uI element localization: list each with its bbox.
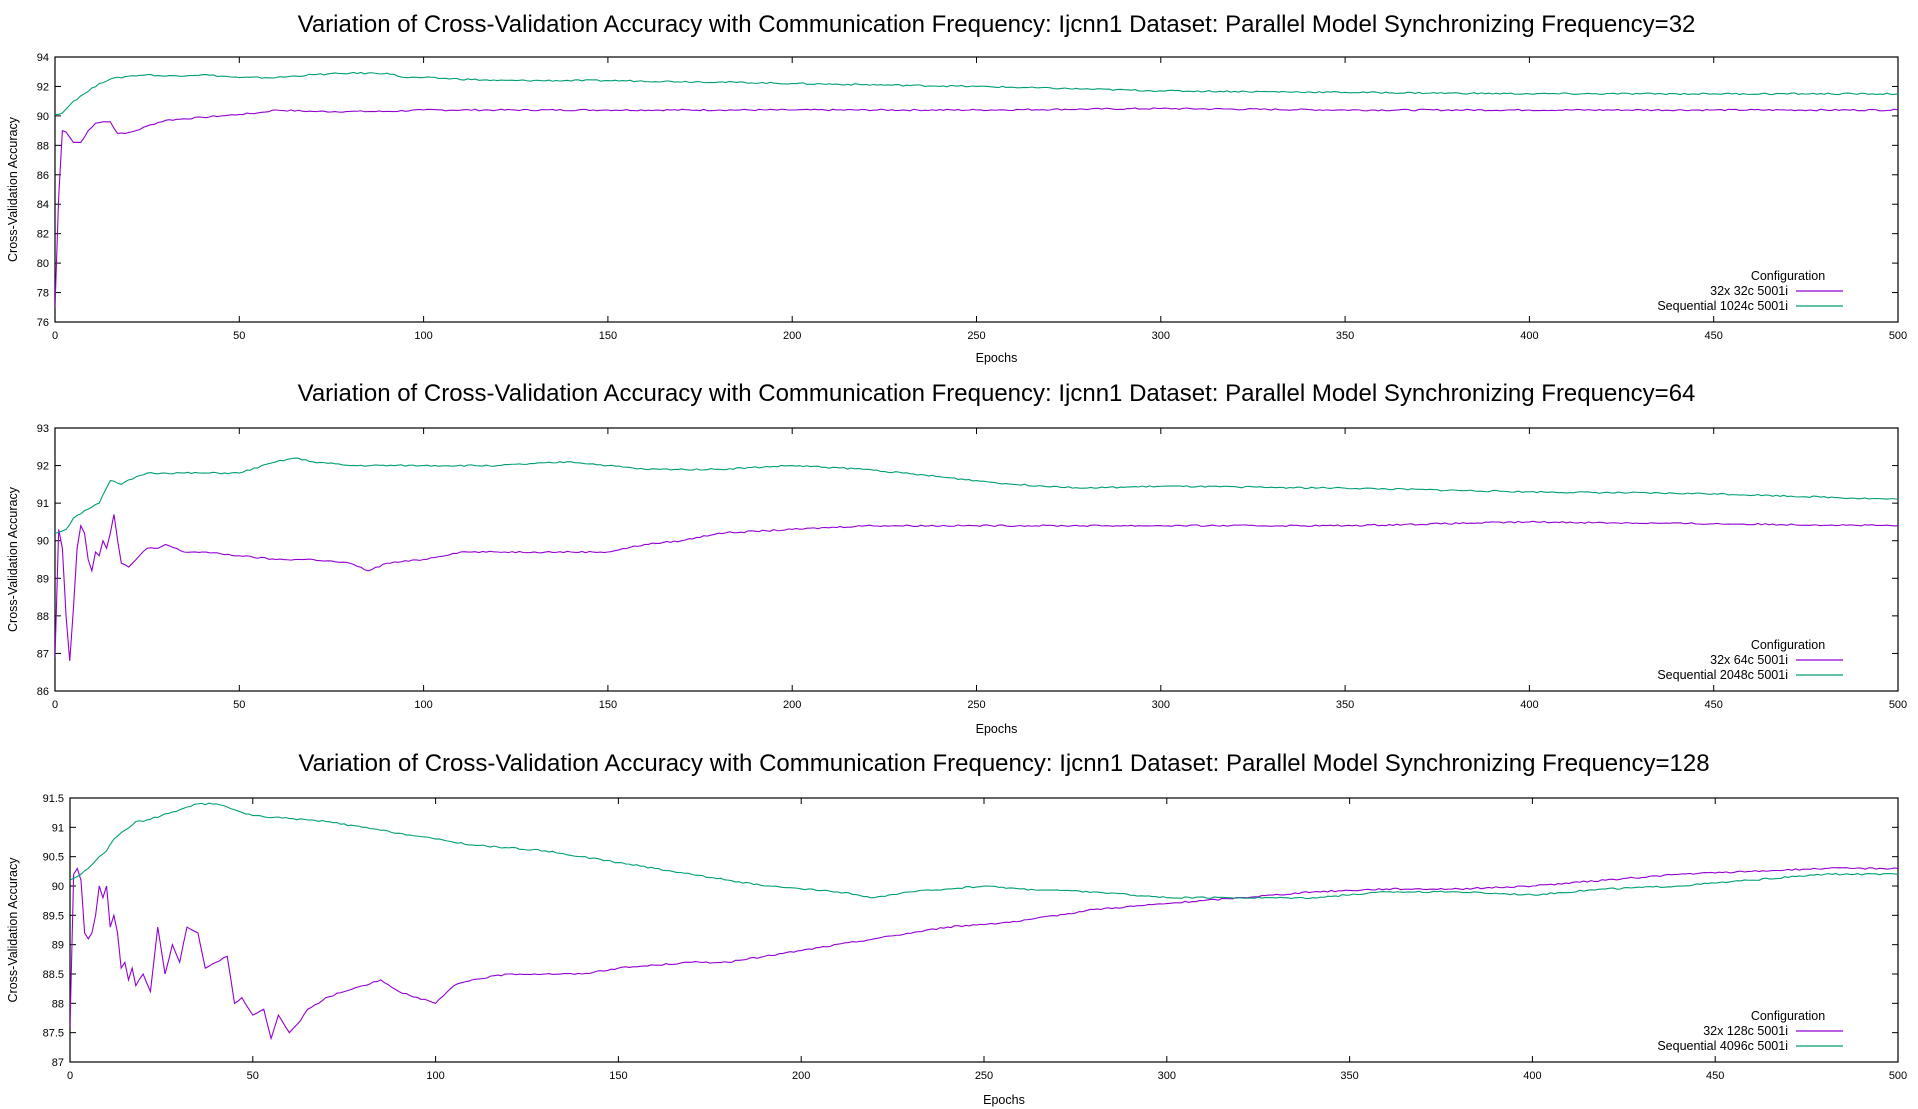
y-tick-label: 87 [52, 1057, 64, 1069]
x-tick-label: 500 [1889, 699, 1907, 711]
y-tick-label: 90.5 [43, 852, 64, 864]
series-line-2 [55, 457, 1898, 534]
y-tick-label: 86 [37, 686, 49, 698]
y-tick-label: 86 [37, 170, 49, 182]
chart-title: Variation of Cross-Validation Accuracy w… [298, 11, 1696, 38]
y-tick-label: 89 [37, 573, 49, 585]
legend-title: Configuration [1751, 638, 1825, 652]
y-tick-label: 84 [37, 199, 49, 211]
series-line-1 [55, 514, 1898, 661]
x-tick-label: 300 [1158, 1070, 1176, 1082]
x-tick-label: 50 [233, 699, 245, 711]
y-tick-label: 88 [52, 998, 64, 1010]
plot-frame [54, 56, 1899, 323]
legend-title: Configuration [1751, 1009, 1825, 1023]
x-tick-label: 100 [426, 1070, 444, 1082]
y-tick-label: 90 [37, 111, 49, 123]
x-tick-label: 50 [247, 1070, 259, 1082]
y-tick-label: 89 [52, 940, 64, 952]
y-tick-label: 88 [37, 611, 49, 623]
x-tick-label: 200 [783, 699, 801, 711]
y-axis-label: Cross-Validation Accuracy [6, 857, 20, 1003]
chart-title: Variation of Cross-Validation Accuracy w… [298, 750, 1709, 777]
y-tick-label: 91.5 [43, 793, 64, 805]
x-tick-label: 100 [414, 699, 432, 711]
x-tick-label: 0 [52, 699, 58, 711]
y-axis-label: Cross-Validation Accuracy [6, 116, 20, 262]
y-tick-label: 87.5 [43, 1028, 64, 1040]
legend-entry-label: 32x 128c 5001i [1703, 1024, 1788, 1038]
x-tick-label: 450 [1706, 1070, 1724, 1082]
legend-entry-label: 32x 32c 5001i [1710, 284, 1788, 298]
series-line-2 [70, 802, 1898, 900]
x-tick-label: 150 [599, 330, 617, 342]
legend-entry-label: Sequential 1024c 5001i [1657, 299, 1788, 313]
chart-panel-3: Variation of Cross-Validation Accuracy w… [6, 750, 1907, 1107]
y-tick-label: 94 [37, 52, 49, 64]
plot-frame [54, 427, 1899, 692]
x-tick-label: 0 [67, 1070, 73, 1082]
y-tick-label: 76 [37, 317, 49, 329]
x-axis-label: Epochs [976, 722, 1018, 736]
x-tick-label: 150 [609, 1070, 627, 1082]
chart-panel-2: Variation of Cross-Validation Accuracy w… [6, 380, 1907, 736]
x-tick-label: 500 [1889, 330, 1907, 342]
x-tick-label: 250 [967, 699, 985, 711]
x-tick-label: 100 [414, 330, 432, 342]
chart-panel-1: Variation of Cross-Validation Accuracy w… [6, 11, 1907, 365]
y-tick-label: 89.5 [43, 910, 64, 922]
x-tick-label: 300 [1152, 699, 1170, 711]
legend-entry-label: 32x 64c 5001i [1710, 653, 1788, 667]
legend-title: Configuration [1751, 269, 1825, 283]
y-axis-label: Cross-Validation Accuracy [6, 486, 20, 632]
chart-title: Variation of Cross-Validation Accuracy w… [298, 380, 1696, 407]
x-tick-label: 200 [783, 330, 801, 342]
series-line-1 [70, 867, 1898, 1041]
y-tick-label: 78 [37, 288, 49, 300]
x-tick-label: 400 [1520, 699, 1538, 711]
x-tick-label: 50 [233, 330, 245, 342]
y-tick-label: 90 [52, 881, 64, 893]
y-tick-label: 91 [52, 822, 64, 834]
x-tick-label: 500 [1889, 1070, 1907, 1082]
legend-entry-label: Sequential 2048c 5001i [1657, 668, 1788, 682]
x-tick-label: 300 [1152, 330, 1170, 342]
legend-entry-label: Sequential 4096c 5001i [1657, 1039, 1788, 1053]
x-tick-label: 350 [1336, 330, 1354, 342]
y-tick-label: 88.5 [43, 969, 64, 981]
y-tick-label: 93 [37, 423, 49, 435]
x-axis-label: Epochs [976, 351, 1018, 365]
series-line-2 [55, 71, 1898, 116]
x-tick-label: 350 [1340, 1070, 1358, 1082]
y-tick-label: 87 [37, 648, 49, 660]
x-tick-label: 250 [967, 330, 985, 342]
x-tick-label: 350 [1336, 699, 1354, 711]
series-line-1 [55, 107, 1898, 308]
x-tick-label: 450 [1705, 699, 1723, 711]
y-tick-label: 80 [37, 258, 49, 270]
x-axis-label: Epochs [983, 1093, 1025, 1107]
y-tick-label: 92 [37, 461, 49, 473]
x-tick-label: 150 [599, 699, 617, 711]
y-tick-label: 91 [37, 498, 49, 510]
x-tick-label: 450 [1705, 330, 1723, 342]
x-tick-label: 400 [1523, 1070, 1541, 1082]
plot-frame [69, 797, 1899, 1063]
y-tick-label: 82 [37, 229, 49, 241]
y-tick-label: 92 [37, 81, 49, 93]
x-tick-label: 250 [975, 1070, 993, 1082]
x-tick-label: 400 [1520, 330, 1538, 342]
x-tick-label: 200 [792, 1070, 810, 1082]
y-tick-label: 88 [37, 140, 49, 152]
y-tick-label: 90 [37, 536, 49, 548]
x-tick-label: 0 [52, 330, 58, 342]
